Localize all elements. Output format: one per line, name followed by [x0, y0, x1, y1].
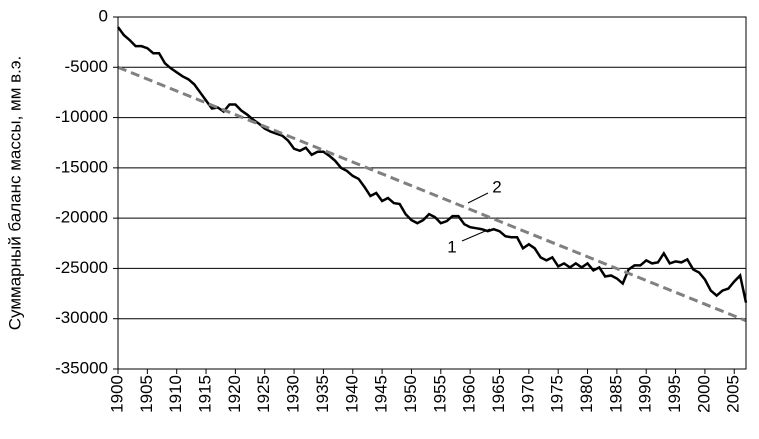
x-tick-label: 1980	[577, 375, 596, 413]
plot-frame	[117, 16, 747, 370]
marks	[116, 26, 748, 323]
y-axis-label: Суммарный баланс массы, мм в.э.	[5, 56, 24, 331]
x-tick-label: 1975	[548, 375, 567, 413]
x-tick-label: 1900	[107, 375, 126, 413]
x-tick-label: 2005	[724, 375, 743, 413]
x-tick-label: 1970	[518, 375, 537, 413]
x-tick-label: 1935	[313, 375, 332, 413]
x-tick-label: 1940	[342, 375, 361, 413]
y-tick-label: -15000	[55, 157, 108, 176]
x-tick-label: 1925	[254, 375, 273, 413]
data-line	[116, 26, 748, 303]
y-tick-label: -10000	[55, 107, 108, 126]
y-tick-label: -30000	[55, 308, 108, 327]
x-tick-label: 1905	[137, 375, 156, 413]
x-tick-label: 1960	[460, 375, 479, 413]
trend-line	[117, 65, 747, 323]
x-tick-label: 1930	[284, 375, 303, 413]
y-tick-label: 0	[99, 6, 108, 25]
x-tick-label: 1995	[665, 375, 684, 413]
grid	[113, 16, 746, 374]
leader-line	[461, 228, 491, 242]
y-tick-label: -25000	[55, 258, 108, 277]
x-tick-label: 1915	[196, 375, 215, 413]
x-tick-label: 1990	[636, 375, 655, 413]
x-tick-label: 1910	[166, 375, 185, 413]
x-tick-label: 1985	[606, 375, 625, 413]
x-tick-label: 1965	[489, 375, 508, 413]
x-tick-label: 2000	[694, 375, 713, 413]
y-tick-label: -35000	[55, 358, 108, 377]
x-tick-label: 1945	[372, 375, 391, 413]
x-tick-label: 1950	[401, 375, 420, 413]
x-tick-label: 1920	[225, 375, 244, 413]
y-tick-label: -5000	[65, 57, 108, 76]
y-tick-label: -20000	[55, 208, 108, 227]
series-annotation: 2	[492, 177, 501, 196]
leader-line	[467, 192, 489, 204]
x-tick-label: 1955	[430, 375, 449, 413]
series-annotation: 1	[447, 237, 456, 256]
